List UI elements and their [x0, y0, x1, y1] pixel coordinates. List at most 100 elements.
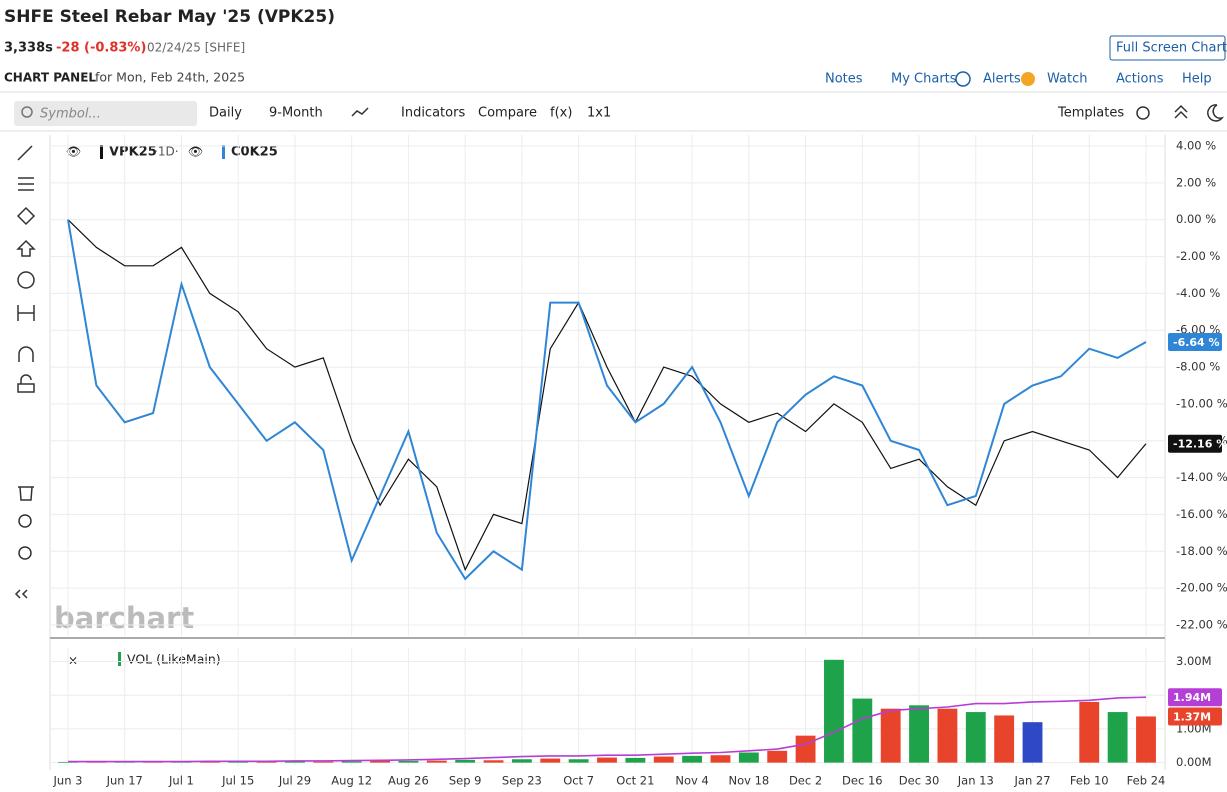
x-tick-label: Jul 1 [168, 774, 194, 788]
add-icon[interactable] [955, 71, 971, 87]
legend-label[interactable]: VOL (LikeMain) [127, 652, 221, 667]
volume-bar [540, 758, 561, 763]
volume-bar [285, 761, 305, 763]
legend-swatch [118, 652, 121, 666]
collapse-icon[interactable] [1174, 104, 1188, 119]
x-tick-label: Jul 29 [278, 774, 311, 788]
tool-icon[interactable] [17, 145, 33, 161]
chart-style-icon[interactable] [351, 107, 369, 117]
link[interactable]: Actions [1116, 72, 1164, 87]
toolbar-item[interactable]: Indicators [401, 106, 465, 121]
x-tick-label: Jun 17 [106, 774, 143, 788]
tool-icon[interactable] [17, 305, 35, 321]
tool-icon[interactable] [18, 514, 32, 528]
tool-icon[interactable] [18, 486, 34, 501]
y-tick-label: -2.00 % [1176, 249, 1220, 263]
volume-bar [625, 757, 646, 763]
x-tick-label: Jun 3 [53, 774, 83, 788]
volume-bar [256, 761, 277, 763]
toolbar-item[interactable]: 9-Month [269, 106, 323, 121]
volume-bar [1079, 701, 1100, 763]
volume-bar [738, 752, 759, 763]
legend-eye[interactable]: 👁 [66, 145, 81, 159]
settings-icon[interactable] [1136, 106, 1150, 120]
templates-button[interactable]: Templates [1057, 106, 1124, 121]
volume-bar [1022, 722, 1043, 763]
x-tick-label: Aug 26 [388, 774, 429, 788]
volume-bar [965, 712, 986, 763]
volume-bar [455, 759, 476, 763]
link[interactable]: My Charts [891, 72, 957, 87]
symbol-placeholder[interactable]: Symbol... [40, 107, 101, 122]
volume-bar [994, 715, 1015, 763]
tool-icon[interactable] [16, 206, 36, 226]
volume-bar [880, 708, 901, 763]
link[interactable]: Watch [1047, 72, 1087, 87]
toolbar-item[interactable]: 1x1 [587, 106, 611, 121]
search-icon [21, 106, 33, 118]
y-tick-label: -4.00 % [1176, 286, 1220, 300]
volume-bar [341, 761, 362, 763]
volume-bar [710, 755, 731, 763]
watermark: barchart [54, 601, 194, 635]
y-tick-label: -16.00 % [1176, 507, 1227, 521]
panel-date: for Mon, Feb 24th, 2025 [95, 70, 245, 85]
volume-bar [568, 759, 589, 763]
link[interactable]: Alerts [983, 72, 1021, 87]
tool-icon[interactable] [18, 346, 34, 362]
y-tick-label: 3.00M [1176, 654, 1212, 668]
x-tick-label: Sep 23 [502, 774, 542, 788]
full-screen-button[interactable] [1109, 35, 1226, 61]
last-value-box [1168, 434, 1222, 453]
volume-bar [370, 760, 390, 763]
legend-eye[interactable]: 👁 [188, 145, 203, 159]
tool-icon[interactable] [18, 546, 32, 560]
x-tick-label: Oct 21 [616, 774, 654, 788]
last-value-box [1168, 333, 1222, 352]
volume-bar [852, 698, 873, 763]
x-tick-label: Jul 15 [221, 774, 254, 788]
toolbar-item[interactable]: Compare [478, 106, 537, 121]
link[interactable]: Notes [825, 72, 863, 87]
last-value-label: 1.37M [1173, 710, 1211, 723]
panel-label: CHART PANEL [4, 71, 96, 85]
tool-icon[interactable] [17, 374, 35, 393]
symbol-input[interactable] [14, 101, 197, 126]
theme-icon[interactable] [1207, 104, 1225, 122]
legend-close[interactable]: × [68, 654, 78, 668]
volume-bar [398, 760, 419, 763]
y-tick-label: -18.00 % [1176, 544, 1227, 558]
y-tick-label: -22.00 % [1176, 617, 1227, 631]
legend-swatch [222, 145, 225, 159]
tool-icon[interactable] [14, 589, 28, 599]
volume-bar [909, 705, 929, 763]
tool-icon[interactable] [18, 177, 34, 191]
volume-bar [682, 755, 703, 763]
y-tick-label: 0.00M [1176, 755, 1212, 769]
volume-bar [937, 708, 958, 763]
toolbar-item[interactable]: Daily [209, 106, 242, 121]
alert-icon[interactable] [1021, 72, 1035, 86]
last-price: 3,338s [4, 41, 53, 56]
volume-bar [483, 760, 504, 763]
tool-icon[interactable] [17, 271, 35, 289]
legend-label[interactable]: C0K25 [231, 145, 278, 160]
x-tick-label: Dec 2 [789, 774, 822, 788]
volume-bar [313, 761, 334, 763]
series-line [68, 696, 1147, 763]
quote-date: 02/24/25 [SHFE] [147, 41, 245, 55]
toolbar-item[interactable]: f(x) [550, 106, 572, 121]
volume-bar [1107, 712, 1128, 763]
link[interactable]: Help [1182, 72, 1212, 87]
volume-bar [1136, 716, 1156, 763]
y-tick-label: -14.00 % [1176, 470, 1227, 484]
x-tick-label: Feb 10 [1070, 774, 1109, 788]
volume-bar [597, 757, 617, 763]
legend-interval: ·1D· [154, 145, 179, 159]
legend-label[interactable]: VPK25 [109, 145, 157, 160]
tool-icon[interactable] [16, 239, 36, 257]
volume-bar [426, 760, 447, 763]
full-screen-label[interactable]: Full Screen Chart [1116, 41, 1227, 56]
y-tick-label: -20.00 % [1176, 581, 1227, 595]
